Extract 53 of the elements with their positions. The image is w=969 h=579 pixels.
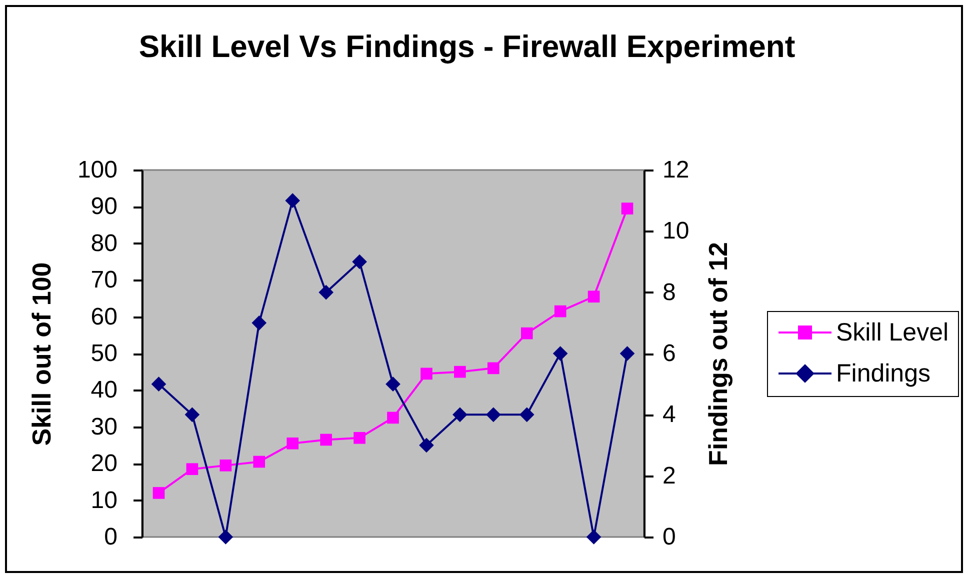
point bbox=[286, 438, 299, 450]
point bbox=[387, 412, 399, 424]
point bbox=[386, 376, 400, 392]
point bbox=[285, 193, 300, 208]
point bbox=[519, 407, 534, 422]
point bbox=[318, 284, 334, 300]
y2-tick-label: 6 bbox=[662, 340, 676, 367]
y-axis-title: Skill out of 100 bbox=[26, 262, 56, 446]
y2-tick-label: 8 bbox=[662, 278, 676, 306]
point bbox=[218, 530, 234, 544]
chart-title: Skill Level Vs Findings - Firewall Experiment bbox=[138, 29, 796, 64]
point bbox=[186, 463, 198, 476]
point bbox=[452, 407, 468, 422]
y-tick-label: 10 bbox=[90, 486, 118, 514]
y2-tick-label: 2 bbox=[662, 462, 676, 490]
y-tick-label: 20 bbox=[90, 450, 118, 478]
y2-tick-label: 10 bbox=[662, 218, 690, 245]
point bbox=[420, 368, 432, 380]
point bbox=[454, 366, 466, 378]
point bbox=[554, 305, 566, 318]
point bbox=[487, 362, 500, 374]
point bbox=[520, 327, 533, 340]
y-tick-label: 100 bbox=[77, 156, 118, 184]
legend-label: Skill Level bbox=[836, 318, 949, 346]
point bbox=[152, 487, 165, 499]
point bbox=[352, 254, 367, 270]
y-tick-label: 70 bbox=[90, 266, 118, 294]
y2-axis-title: Findings out of 12 bbox=[703, 242, 734, 466]
point bbox=[621, 202, 634, 214]
y2-tick-label: 12 bbox=[662, 156, 690, 184]
y-tick-label: 40 bbox=[90, 376, 118, 404]
point bbox=[588, 290, 600, 303]
y-tick-label: 60 bbox=[90, 303, 118, 330]
point bbox=[486, 407, 501, 422]
point bbox=[184, 407, 200, 422]
legend-label: Findings bbox=[836, 360, 930, 388]
y-tick-label: 90 bbox=[90, 193, 118, 220]
point bbox=[620, 346, 635, 361]
point bbox=[419, 438, 434, 453]
point bbox=[151, 376, 166, 392]
point bbox=[252, 316, 267, 330]
y2-tick-label: 0 bbox=[662, 524, 676, 550]
point bbox=[253, 456, 266, 468]
point bbox=[220, 460, 232, 472]
point bbox=[586, 530, 602, 544]
y-tick-label: 0 bbox=[104, 524, 118, 550]
y-tick-label: 50 bbox=[90, 340, 118, 367]
point bbox=[552, 346, 568, 361]
y2-tick-label: 4 bbox=[662, 401, 676, 428]
point bbox=[320, 434, 332, 446]
y-tick-label: 80 bbox=[90, 230, 118, 257]
y-tick-label: 30 bbox=[90, 413, 118, 440]
point bbox=[354, 432, 366, 444]
